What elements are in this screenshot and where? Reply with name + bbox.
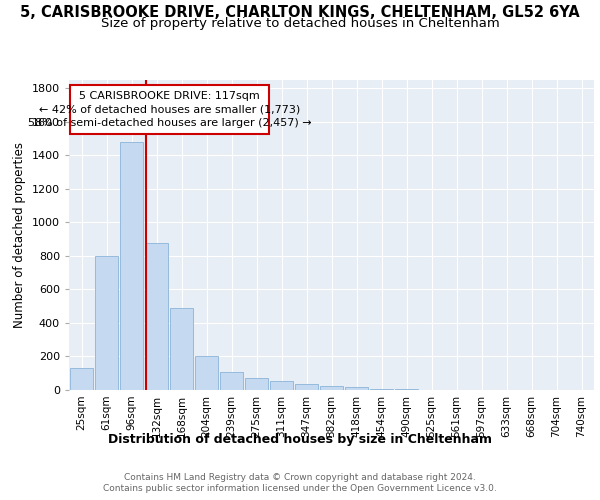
Bar <box>245 378 268 390</box>
Bar <box>170 308 193 390</box>
Bar <box>295 384 318 390</box>
Bar <box>320 386 343 390</box>
Text: Contains public sector information licensed under the Open Government Licence v3: Contains public sector information licen… <box>103 484 497 493</box>
Bar <box>95 256 118 390</box>
Text: 5 CARISBROOKE DRIVE: 117sqm
← 42% of detached houses are smaller (1,773)
58% of : 5 CARISBROOKE DRIVE: 117sqm ← 42% of det… <box>28 91 311 128</box>
Text: Distribution of detached houses by size in Cheltenham: Distribution of detached houses by size … <box>108 432 492 446</box>
Text: Size of property relative to detached houses in Cheltenham: Size of property relative to detached ho… <box>101 18 499 30</box>
Bar <box>220 372 243 390</box>
Y-axis label: Number of detached properties: Number of detached properties <box>13 142 26 328</box>
Bar <box>120 142 143 390</box>
Text: 5, CARISBROOKE DRIVE, CHARLTON KINGS, CHELTENHAM, GL52 6YA: 5, CARISBROOKE DRIVE, CHARLTON KINGS, CH… <box>20 5 580 20</box>
Bar <box>145 242 168 390</box>
Text: Contains HM Land Registry data © Crown copyright and database right 2024.: Contains HM Land Registry data © Crown c… <box>124 472 476 482</box>
Bar <box>70 368 93 390</box>
Bar <box>195 356 218 390</box>
Bar <box>270 381 293 390</box>
Bar <box>345 388 368 390</box>
Bar <box>370 388 393 390</box>
FancyBboxPatch shape <box>70 85 269 134</box>
